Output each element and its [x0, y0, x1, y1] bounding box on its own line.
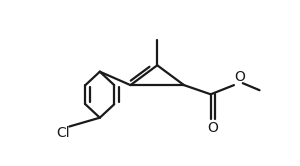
Text: O: O — [235, 71, 245, 84]
Text: Cl: Cl — [57, 126, 70, 140]
Text: O: O — [207, 121, 218, 135]
